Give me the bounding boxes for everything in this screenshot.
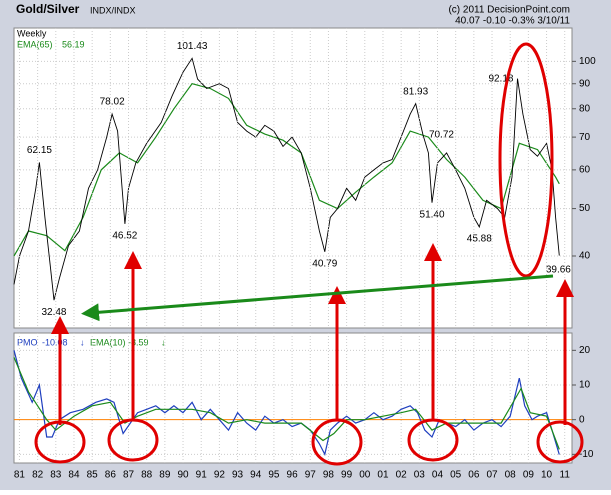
- x-tick-label: 04: [432, 470, 444, 481]
- x-tick-label: 93: [232, 470, 244, 481]
- x-tick-label: 07: [486, 470, 498, 481]
- legend-ema: EMA(65): [17, 39, 53, 49]
- y-tick-label: 100: [579, 56, 596, 67]
- price-panel: [13, 27, 573, 329]
- period: Weekly: [17, 28, 47, 38]
- x-tick-label: 90: [177, 470, 189, 481]
- legend-pmo-ema-value: -8.59: [128, 337, 149, 347]
- x-tick-label: 05: [450, 470, 462, 481]
- x-tick-label: 88: [141, 470, 153, 481]
- y-tick-label: 40: [579, 251, 591, 262]
- title: Gold/Silver: [16, 2, 80, 16]
- x-tick-label: 92: [214, 470, 226, 481]
- value-label: 51.40: [420, 209, 445, 220]
- x-tick-label: 94: [250, 470, 262, 481]
- x-tick-label: 97: [305, 470, 317, 481]
- y-tick-label: 70: [579, 132, 591, 143]
- y-tick-label: 90: [579, 78, 591, 89]
- x-tick-label: 86: [105, 470, 117, 481]
- x-tick-label: 98: [323, 470, 335, 481]
- quote: 40.07 -0.10 -0.3% 3/10/11: [455, 16, 570, 27]
- value-label: 46.52: [112, 231, 137, 242]
- legend-arrow: ↓: [80, 337, 85, 347]
- symbol: INDX/INDX: [90, 5, 136, 15]
- value-label: 32.48: [41, 307, 66, 318]
- series-line: [13, 83, 560, 257]
- x-tick-label: 11: [560, 470, 571, 481]
- x-tick-label: 82: [32, 470, 44, 481]
- pmo-panel: [13, 332, 573, 464]
- value-label: 70.72: [429, 130, 454, 141]
- x-tick-label: 06: [468, 470, 480, 481]
- y-tick-label: 10: [579, 380, 591, 391]
- x-tick-label: 83: [50, 470, 62, 481]
- annotations-overlay: [34, 42, 584, 466]
- x-tick-label: 96: [287, 470, 299, 481]
- y-tick-label: 20: [579, 345, 591, 356]
- value-label: 101.43: [177, 41, 208, 52]
- x-tick-label: 02: [396, 470, 408, 481]
- value-label: 78.02: [100, 97, 125, 108]
- x-tick-label: 03: [414, 470, 426, 481]
- x-tick-label: 10: [541, 470, 553, 481]
- x-tick-label: 95: [268, 470, 280, 481]
- x-tick-label: 00: [359, 470, 371, 481]
- series-line: [13, 357, 560, 450]
- highlight-circle: [536, 420, 584, 464]
- x-tick-label: 08: [505, 470, 517, 481]
- x-tick-label: 87: [123, 470, 135, 481]
- value-label: 45.88: [467, 234, 492, 245]
- x-tick-label: 84: [68, 470, 80, 481]
- y-tick-label: -10: [579, 449, 594, 460]
- series-line: [13, 57, 560, 301]
- x-tick-label: 85: [87, 470, 99, 481]
- x-tick-label: 81: [14, 470, 26, 481]
- x-tick-label: 89: [159, 470, 171, 481]
- value-label: 40.79: [312, 258, 337, 269]
- legend-arrow: ↓: [161, 337, 166, 347]
- legend-pmo-value: -10.08: [42, 337, 68, 347]
- legend-pmo: PMO: [17, 337, 38, 347]
- copyright: (c) 2011 DecisionPoint.com: [448, 5, 570, 16]
- value-label: 39.66: [546, 264, 571, 275]
- x-tick-label: 01: [377, 470, 389, 481]
- x-tick-label: 91: [196, 470, 208, 481]
- value-label: 92.18: [488, 73, 513, 84]
- trend-line: [81, 274, 554, 322]
- x-tick-label: 09: [523, 470, 535, 481]
- y-tick-label: 0: [579, 414, 585, 425]
- y-tick-label: 80: [579, 103, 591, 114]
- x-tick-label: 99: [341, 470, 353, 481]
- legend-ema-value: 56.19: [62, 39, 85, 49]
- highlight-ellipse: [498, 42, 554, 278]
- value-label: 62.15: [27, 145, 52, 156]
- value-label: 81.93: [403, 86, 428, 97]
- y-tick-label: 60: [579, 165, 591, 176]
- y-tick-label: 50: [579, 203, 591, 214]
- legend-pmo-ema: EMA(10): [90, 337, 126, 347]
